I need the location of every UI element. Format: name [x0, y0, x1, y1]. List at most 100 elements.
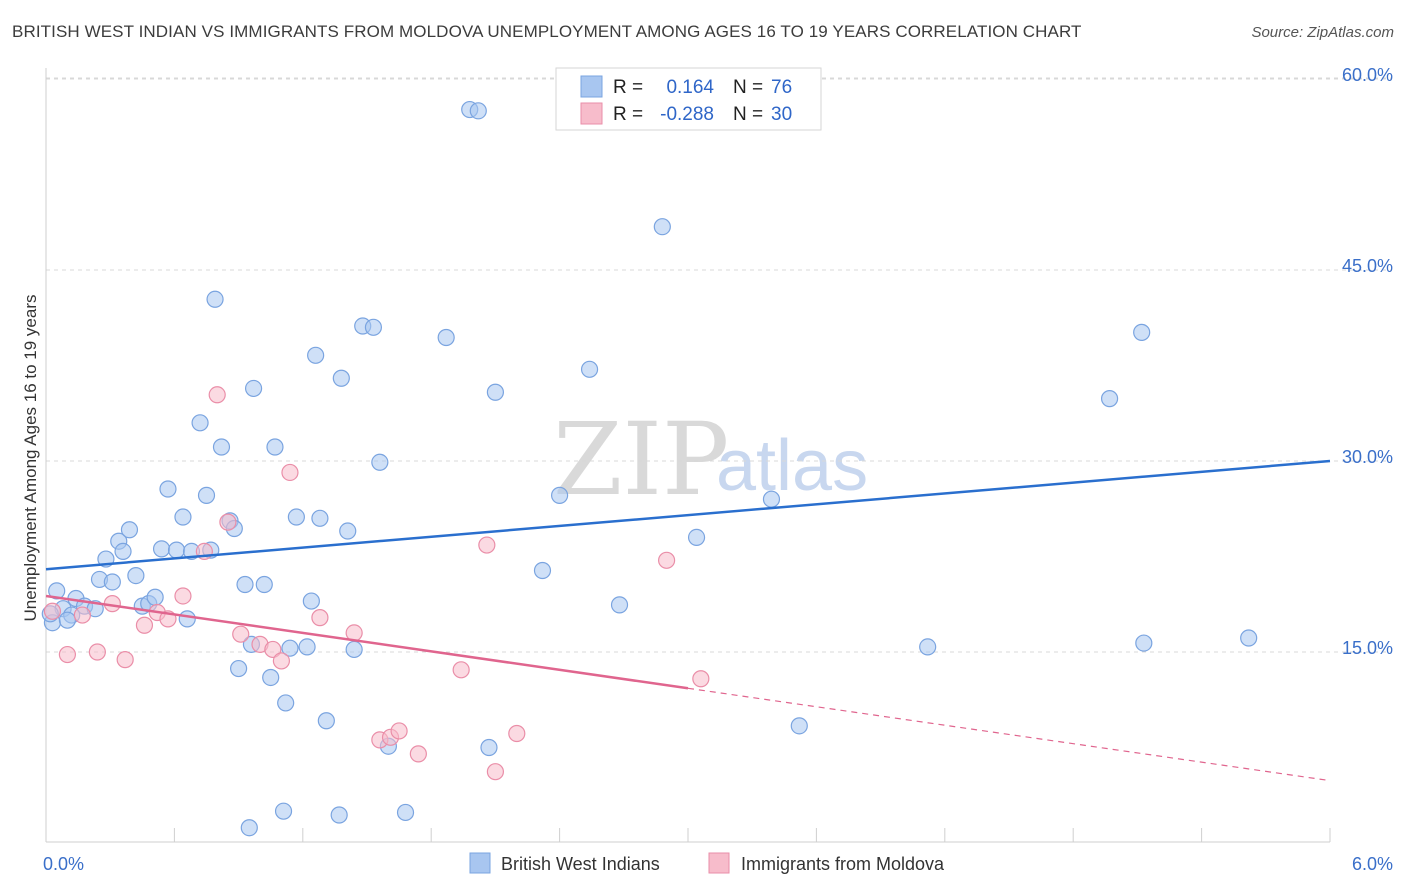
british-west-indian-point [178, 610, 196, 628]
legend-swatch-pink [580, 102, 603, 125]
moldova-point [43, 602, 62, 620]
trend-lines [45, 459, 1331, 782]
legend-r-label-2: R = [613, 104, 643, 125]
y-tick-label: 30.0% [1342, 447, 1393, 467]
british-west-indian-point [274, 802, 293, 820]
british-west-indian-point [580, 360, 599, 378]
british-west-indian-point [1240, 629, 1258, 647]
x-tick-label: 0.0% [43, 854, 84, 874]
british-west-indian-point [307, 346, 325, 364]
british-west-indian-point [152, 540, 171, 558]
bottom-legend: British West Indians Immigrants from Mol… [469, 852, 945, 874]
bottom-legend-label-blue: British West Indians [501, 854, 660, 874]
watermark-atlas: atlas [716, 426, 868, 506]
british-west-indian-point [437, 328, 455, 347]
british-west-indian-point [653, 218, 671, 236]
watermark-zip: ZIP [553, 401, 729, 518]
british-west-indian-point [114, 542, 132, 561]
trend-line-british-west-indians [45, 459, 1331, 571]
british-west-indian-point [287, 508, 305, 526]
british-west-indian-point [550, 486, 569, 504]
british-west-indian-point [311, 509, 329, 527]
legend-swatch-blue [580, 75, 603, 98]
moldova-point [508, 724, 526, 743]
british-west-indian-point [281, 639, 299, 657]
legend-n-value-1: 76 [771, 77, 792, 98]
series-immigrants-from-moldova [43, 386, 710, 781]
british-west-indian-point [332, 369, 350, 387]
british-west-indian-point [266, 438, 284, 456]
y-axis-title: Unemployment Among Ages 16 to 19 years [21, 295, 40, 622]
axes [45, 68, 1331, 843]
moldova-point [452, 661, 470, 679]
trend-line-moldova [45, 594, 689, 690]
british-west-indian-point [345, 640, 363, 659]
gridlines [46, 77, 1392, 653]
british-west-indian-point [1100, 390, 1119, 408]
trend-line-moldova-dashed [687, 687, 1331, 782]
y-tick-labels: 15.0% 30.0% 45.0% 60.0% [1342, 65, 1393, 658]
british-west-indian-point [1135, 634, 1153, 652]
british-west-indian-point [206, 290, 224, 308]
british-west-indian-point [486, 383, 504, 401]
legend-n-label-1: N = [733, 77, 763, 98]
moldova-point [232, 625, 250, 643]
british-west-indian-point [339, 522, 357, 540]
british-west-indian-point [236, 575, 254, 594]
british-west-indian-point [480, 738, 498, 757]
british-west-indian-point [146, 588, 164, 606]
british-west-indian-point [240, 819, 258, 837]
british-west-indian-point [762, 490, 781, 508]
british-west-indian-point [48, 582, 66, 600]
british-west-indian-point [364, 318, 383, 336]
bottom-legend-swatch-blue [469, 852, 491, 874]
moldova-point [272, 652, 290, 670]
legend-n-value-2: 30 [771, 104, 792, 125]
british-west-indian-point [610, 596, 629, 614]
british-west-indian-point [302, 592, 320, 610]
british-west-indian-point [396, 803, 415, 822]
moldova-point [692, 670, 710, 688]
series-british-west-indians [41, 100, 1258, 837]
moldova-point [281, 463, 299, 482]
moldova-point [390, 722, 408, 740]
source-label: Source: ZipAtlas.com [1251, 24, 1394, 41]
moldova-point [409, 745, 427, 763]
british-west-indian-point [262, 668, 280, 687]
british-west-indian-point [919, 638, 937, 656]
bottom-legend-label-pink: Immigrants from Moldova [741, 854, 945, 874]
x-tick-label: 6.0% [1352, 854, 1393, 874]
moldova-point [264, 640, 282, 659]
british-west-indian-point [197, 486, 216, 504]
legend-r-value-2: -0.288 [660, 104, 714, 125]
moldova-point [58, 645, 77, 664]
moldova-point [116, 651, 134, 669]
moldova-point [135, 616, 154, 634]
moldova-point [174, 587, 192, 605]
british-west-indian-point [120, 521, 139, 539]
british-west-indian-point [317, 712, 335, 730]
british-west-indian-point [1133, 323, 1151, 341]
british-west-indian-point [687, 528, 706, 547]
moldova-point [311, 609, 329, 627]
legend-n-label-2: N = [733, 104, 763, 125]
british-west-indian-point [255, 575, 273, 594]
british-west-indian-point [191, 414, 209, 432]
british-west-indian-point [330, 806, 348, 824]
moldova-point [657, 551, 676, 569]
british-west-indian-point [167, 541, 186, 559]
y-tick-label: 45.0% [1342, 256, 1393, 276]
legend-r-label-1: R = [613, 77, 643, 98]
british-west-indian-point [244, 379, 263, 398]
moldova-point [486, 763, 504, 781]
bottom-legend-swatch-pink [708, 852, 730, 874]
british-west-indian-point [174, 508, 192, 526]
british-west-indian-point [127, 566, 145, 585]
british-west-indian-point [790, 717, 808, 735]
moldova-point [88, 643, 106, 661]
british-west-indian-point [230, 659, 248, 678]
legend-r-value-1: 0.164 [666, 77, 714, 98]
moldova-point [219, 513, 237, 531]
chart-title: BRITISH WEST INDIAN VS IMMIGRANTS FROM M… [12, 22, 1082, 41]
british-west-indian-point [58, 611, 77, 629]
